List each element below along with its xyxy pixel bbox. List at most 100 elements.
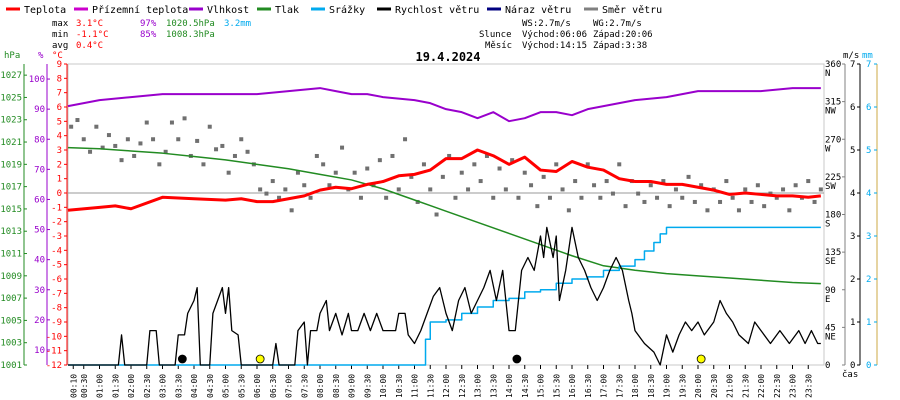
wind-dir-point xyxy=(176,137,181,142)
stats-max-press: 1020.5hPa xyxy=(166,19,215,29)
wind-dir-point xyxy=(592,183,597,188)
x-tick-label: 14:30 xyxy=(521,374,530,398)
astro-markers xyxy=(177,354,706,364)
x-tick-label: 18:30 xyxy=(647,374,656,398)
series-srážky xyxy=(68,226,821,366)
dir-tick-compass: N xyxy=(825,69,830,79)
temp-tick-label: -3 xyxy=(51,232,62,242)
x-tick-label: 03:30 xyxy=(174,374,183,398)
wind-dir-point xyxy=(258,187,263,192)
wind-dir-point xyxy=(529,183,534,188)
axes: 9876543210-1-2-3-4-5-6-7-8-9-10-11-12100… xyxy=(0,60,878,398)
wind-dir-point xyxy=(106,133,111,138)
wind-dir-point xyxy=(163,149,168,154)
dir-tick-value: 360 xyxy=(825,60,841,70)
hum-tick-label: 60 xyxy=(34,195,45,205)
temp-tick-label: -11 xyxy=(46,347,62,357)
wind-dir-point xyxy=(655,195,660,200)
rain-tick-label: 0 xyxy=(866,361,871,371)
press-tick-label: 1015 xyxy=(0,205,22,215)
press-tick-label: 1003 xyxy=(0,339,22,349)
stats-avg-temp: 0.4°C xyxy=(76,41,103,51)
press-tick-label: 1009 xyxy=(0,272,22,282)
wind-dir-point xyxy=(132,153,137,158)
wind-dir-point xyxy=(396,187,401,192)
wind-dir-point xyxy=(409,174,414,179)
wind-dir-point xyxy=(598,195,603,200)
press-tick-label: 1025 xyxy=(0,93,22,103)
series-rychlost-větru xyxy=(68,226,821,366)
dir-tick-compass: S xyxy=(825,220,830,230)
sun-label: Slunce xyxy=(479,30,512,40)
wind-dir-point xyxy=(144,120,149,125)
sunrise-marker xyxy=(255,354,265,364)
x-tick-label: 05:30 xyxy=(237,374,246,398)
dir-tick-value: 180 xyxy=(825,211,841,221)
moon-label: Měsíc xyxy=(485,41,512,51)
press-tick-label: 1001 xyxy=(0,361,22,371)
wind-dir-point xyxy=(69,124,74,129)
wind-dir-point xyxy=(157,162,162,167)
wind-tick-label: 5 xyxy=(850,146,855,156)
rain-tick-label: 4 xyxy=(866,189,871,199)
wind-dir-point xyxy=(787,208,792,213)
temp-tick-label: -7 xyxy=(51,289,62,299)
dir-tick-value: 270 xyxy=(825,135,841,145)
x-tick-label: 07:30 xyxy=(300,374,309,398)
wind-dir-point xyxy=(560,187,565,192)
stats-min-temp: -1.1°C xyxy=(76,30,109,40)
x-tick-label: 02:30 xyxy=(143,374,152,398)
x-tick-label: 11:30 xyxy=(426,374,435,398)
x-tick-label: 23:30 xyxy=(804,374,813,398)
x-tick-label: 01:30 xyxy=(111,374,120,398)
wind-dir-point xyxy=(472,162,477,167)
wind-dir-point xyxy=(403,137,408,142)
wind-dir-point xyxy=(226,170,231,175)
hum-tick-label: 80 xyxy=(34,135,45,145)
press-tick-label: 1013 xyxy=(0,227,22,237)
temp-tick-label: 2 xyxy=(57,160,62,170)
series-tlak xyxy=(67,146,821,285)
wind-dir-point xyxy=(623,204,628,209)
wind-dir-point xyxy=(264,191,269,196)
x-tick-label: 09:00 xyxy=(348,374,357,398)
wind-dir-point xyxy=(510,158,515,163)
x-tick-label: 10:00 xyxy=(379,374,388,398)
wind-tick-label: 7 xyxy=(850,60,855,70)
moonset-info: Západ:3:38 xyxy=(593,41,647,51)
wind-dir-point xyxy=(365,166,370,171)
x-tick-label: 13:30 xyxy=(489,374,498,398)
x-tick-label: 15:00 xyxy=(537,374,546,398)
wind-dir-point xyxy=(214,147,219,152)
x-tick-label: 10:30 xyxy=(395,374,404,398)
wind-dir-point xyxy=(327,183,332,188)
wind-dir-point xyxy=(138,141,143,146)
wind-dir-point xyxy=(535,204,540,209)
wind-speed-info: WS:2.7m/s xyxy=(522,19,571,29)
wind-dir-point xyxy=(516,195,521,200)
wind-tick-label: 0 xyxy=(850,361,855,371)
wind-dir-point xyxy=(466,187,471,192)
dir-tick-compass: SW xyxy=(825,182,836,192)
wind-dir-point xyxy=(428,187,433,192)
wind-dir-point xyxy=(384,195,389,200)
hum-tick-label: 70 xyxy=(34,165,45,175)
stats-max-label: max xyxy=(52,19,69,29)
wind-dir-point xyxy=(686,174,691,179)
wind-dir-point xyxy=(736,208,741,213)
wind-dir-point xyxy=(762,204,767,209)
series-layer xyxy=(67,87,823,366)
x-tick-label: 09:30 xyxy=(363,374,372,398)
wind-dir-point xyxy=(774,195,779,200)
wind-dir-point xyxy=(88,149,93,154)
x-tick-label: 08:00 xyxy=(316,374,325,398)
rain-tick-label: 6 xyxy=(866,103,871,113)
x-tick-label: 21:00 xyxy=(726,374,735,398)
x-tick-label: 16:30 xyxy=(584,374,593,398)
wind-dir-point xyxy=(692,199,697,204)
wind-dir-point xyxy=(277,195,282,200)
rain-tick-label: 5 xyxy=(866,146,871,156)
press-tick-label: 1019 xyxy=(0,160,22,170)
legend-label: Tlak xyxy=(275,5,299,16)
astro-info: WS:2.7m/s WG:2.7m/s Slunce Východ:06:06 … xyxy=(479,19,653,51)
